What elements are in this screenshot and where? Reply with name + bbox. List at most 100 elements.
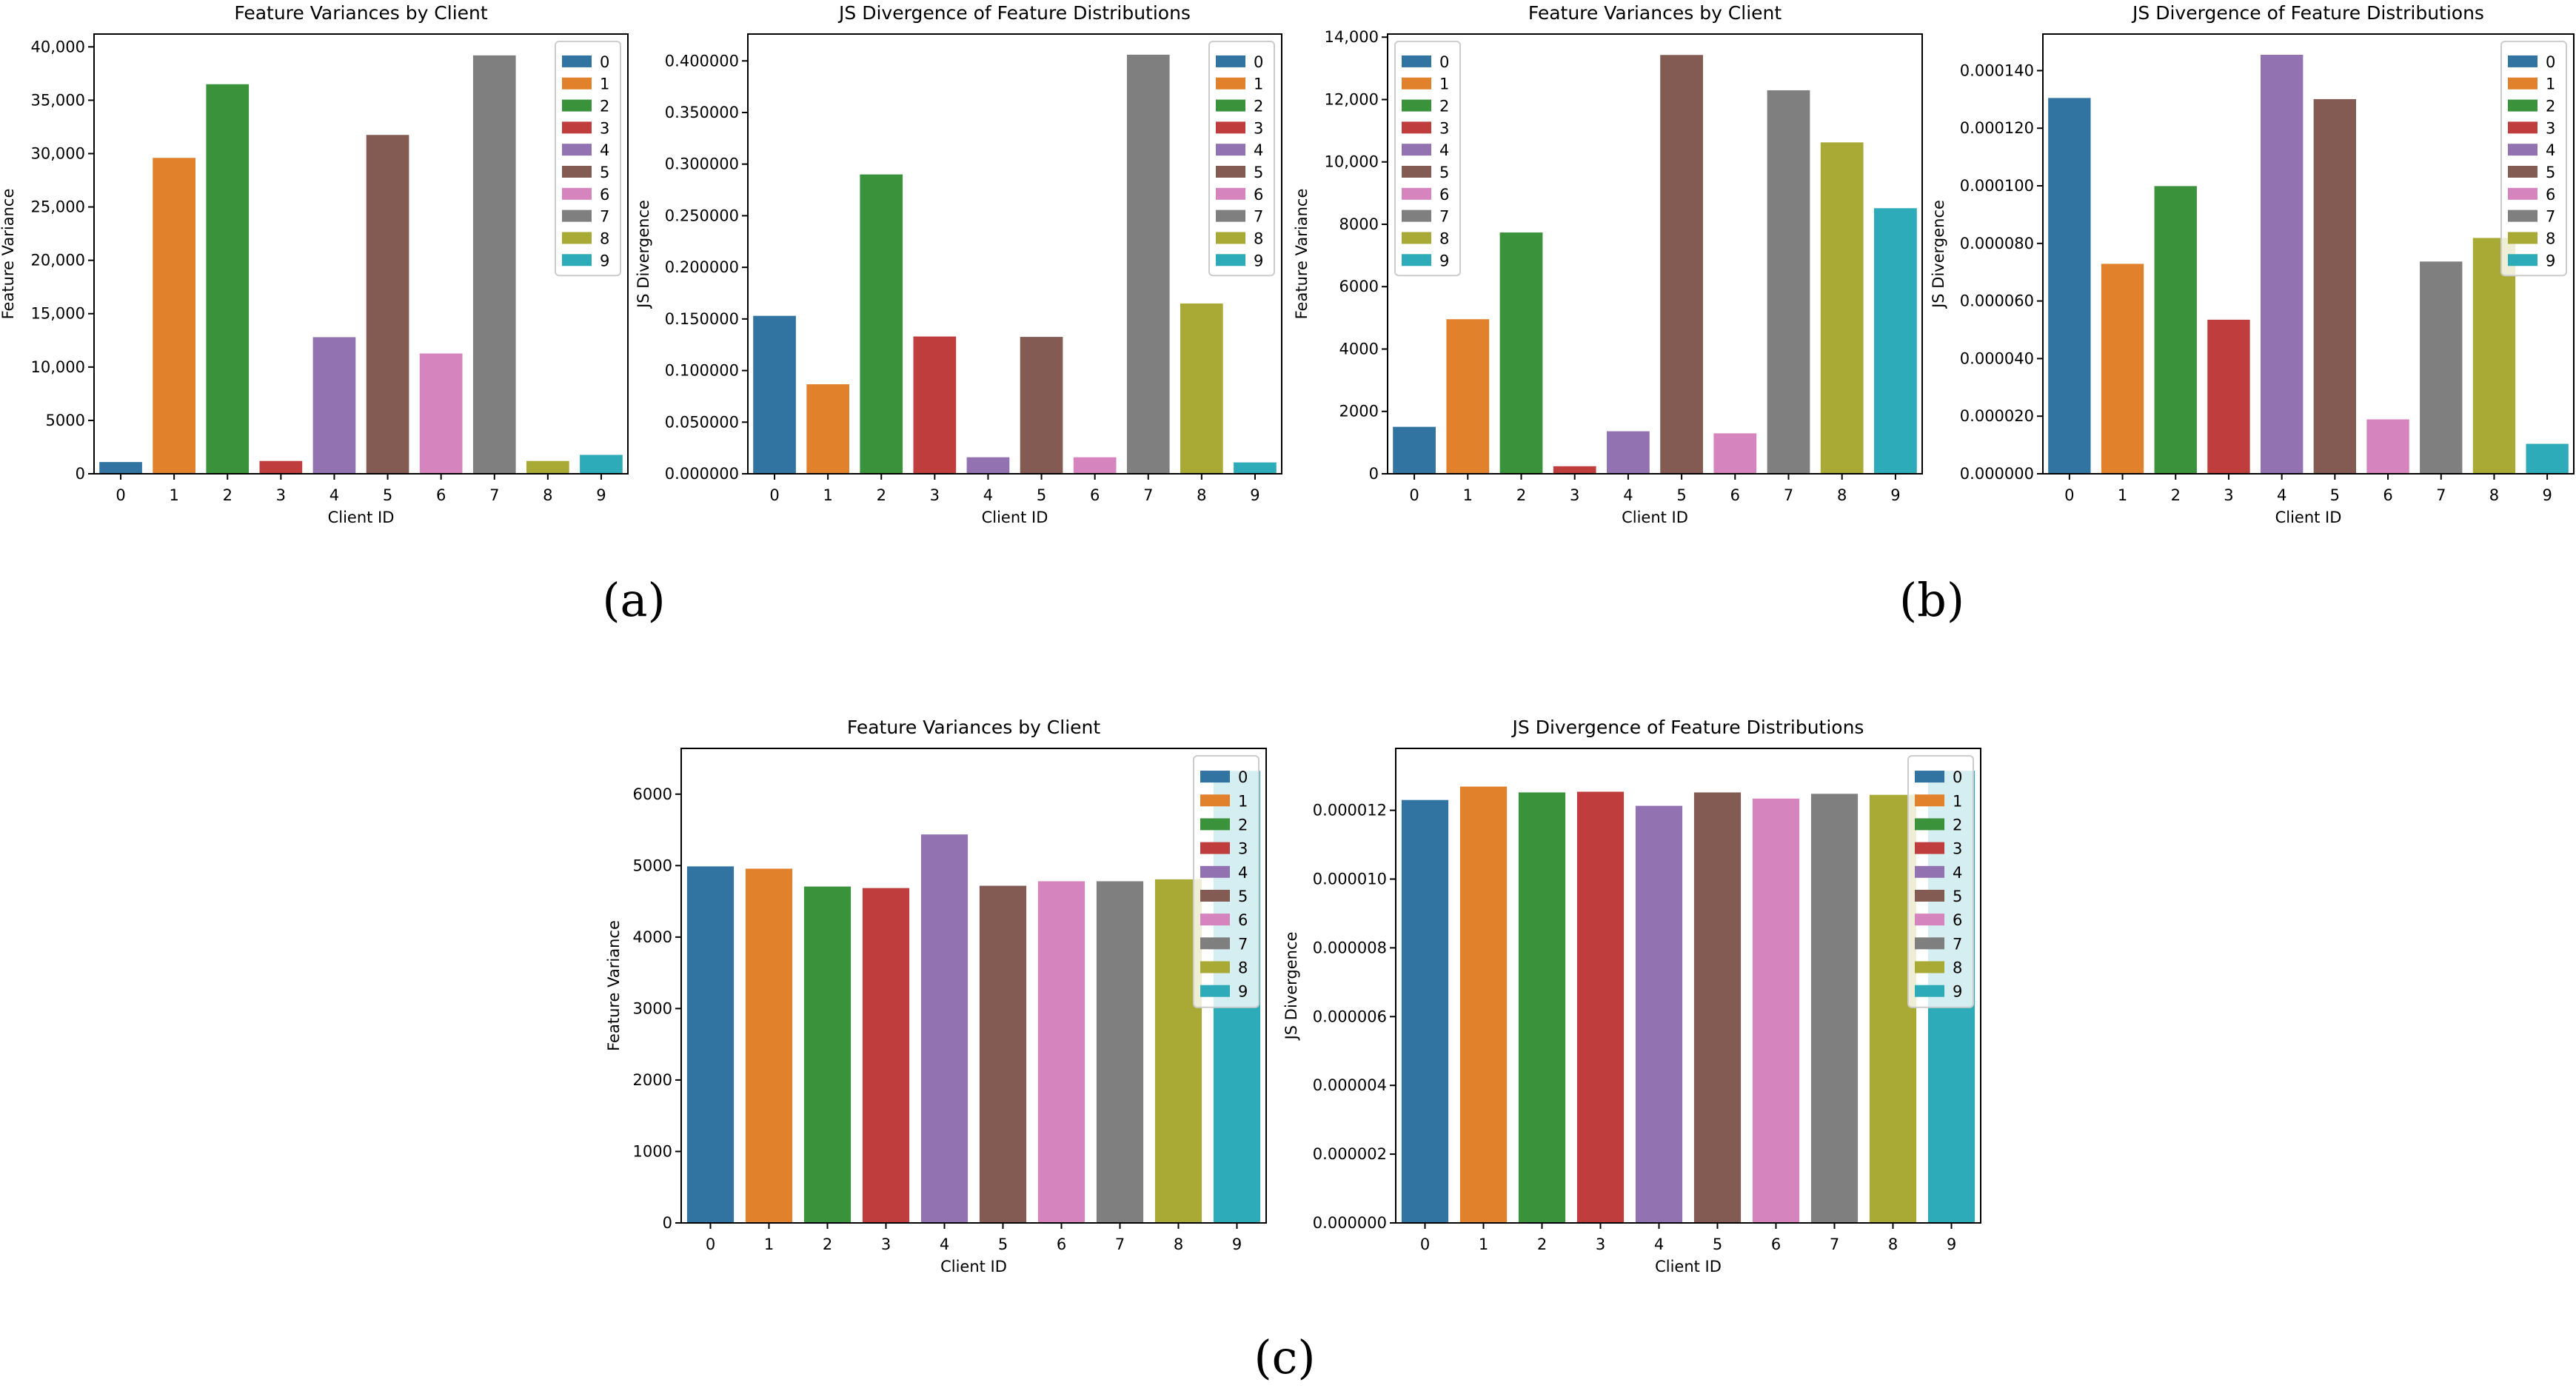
legend-swatch	[1915, 865, 1944, 878]
legend-swatch	[562, 99, 592, 112]
legend-label: 1	[1238, 792, 1248, 810]
legend-swatch	[2508, 55, 2537, 67]
legend-label: 2	[2546, 98, 2555, 115]
legend-swatch	[1915, 985, 1944, 997]
legend-label: 4	[1254, 141, 1263, 159]
bar-client-2	[860, 174, 903, 475]
y-axis-label: Feature Variance	[0, 189, 17, 320]
y-axis-label: Feature Variance	[605, 920, 623, 1051]
x-tick-label: 7	[489, 486, 499, 504]
legend: 0 1 2 3 4 5 6 7 8 9	[555, 41, 621, 277]
x-tick-label: 9	[1890, 486, 1900, 504]
charts: 0 1 2 3 4 5 6 7 8 90500010,00015,00020,00025,0003…	[0, 2, 2575, 1275]
bar-client-4	[1635, 805, 1683, 1223]
axes-frame	[1395, 748, 1981, 1224]
x-axis-label: Client ID	[1655, 1258, 1722, 1275]
chart-3: 0 1 2 3 4 5 6 7 8 9 0.000000 0.000020 0.000040 0.0000…	[1930, 2, 2575, 526]
legend-label: 3	[1439, 119, 1449, 137]
bar-client-6	[1073, 457, 1117, 474]
x-tick-label: 7	[1115, 1236, 1125, 1253]
x-tick-label: 0	[706, 1236, 715, 1253]
x-tick-label: 2	[2171, 486, 2181, 504]
legend-label: 0	[600, 53, 609, 71]
legend-label: 7	[1238, 935, 1248, 953]
y-tick-label: 4000	[633, 928, 672, 946]
x-tick-label: 5	[2330, 486, 2340, 504]
x-tick-label: 5	[1037, 486, 1046, 504]
y-tick-label: 0.000100	[1960, 177, 2034, 195]
bar-client-5	[1020, 337, 1063, 474]
x-tick-label: 9	[1250, 486, 1259, 504]
bar-client-9	[1234, 462, 1277, 474]
bar-client-4	[312, 337, 356, 474]
legend-label: 0	[2546, 53, 2555, 71]
y-tick-label: 6000	[1339, 278, 1379, 295]
chart-4: 0 1 2 3 4 5 6 7 8 9 0 1000 2000 3000 4000 5000 6000 Featu…	[605, 717, 1267, 1275]
y-tick-label: 6000	[633, 785, 672, 803]
x-tick-label: 2	[1516, 486, 1526, 504]
chart-title: JS Divergence of Feature Distributions	[1511, 717, 1864, 738]
legend: 0 1 2 3 4 5 6 7 8 9	[1394, 41, 1461, 277]
x-tick-label: 3	[2224, 486, 2233, 504]
legend-swatch	[1915, 937, 1944, 950]
x-tick-label: 1	[764, 1236, 774, 1253]
chart-title: Feature Variances by Client	[847, 717, 1101, 738]
legend-swatch	[562, 166, 592, 178]
legend-swatch	[562, 232, 592, 244]
x-tick-label: 9	[596, 486, 606, 504]
legend-label: 3	[1254, 119, 1263, 137]
legend-swatch	[2508, 209, 2537, 222]
legend-label: 5	[1254, 164, 1263, 181]
legend-label: 9	[1439, 252, 1449, 269]
legend-swatch	[1402, 144, 1431, 156]
bar-client-9	[2526, 443, 2569, 474]
y-tick-label: 0.000004	[1313, 1076, 1387, 1094]
y-tick-label: 10,000	[1325, 153, 1379, 171]
legend-label: 0	[1238, 768, 1248, 786]
legend-label: 9	[600, 252, 609, 269]
legend-label: 0	[1439, 53, 1449, 71]
legend-label: 3	[600, 119, 609, 137]
legend-swatch	[1402, 209, 1431, 222]
bar-client-5	[979, 885, 1027, 1223]
legend-label: 0	[1254, 53, 1263, 71]
x-tick-label: 7	[2436, 486, 2446, 504]
x-tick-label: 9	[2542, 486, 2552, 504]
y-tick-label: 2000	[633, 1071, 672, 1089]
bar-client-3	[913, 336, 957, 474]
chart-title: Feature Variances by Client	[234, 2, 488, 24]
legend-label: 6	[1439, 186, 1449, 204]
legend-swatch	[1915, 771, 1944, 783]
legend-label: 2	[1439, 98, 1449, 115]
legend-label: 9	[1254, 252, 1263, 269]
legend-label: 2	[1953, 816, 1962, 834]
y-tick-label: 0.100000	[665, 362, 739, 380]
chart-title: JS Divergence of Feature Distributions	[2131, 2, 2484, 24]
legend-label: 8	[1953, 959, 1962, 977]
bar-client-1	[1459, 786, 1508, 1223]
legend-swatch	[1915, 889, 1944, 902]
legend-swatch	[1216, 232, 1245, 244]
y-tick-label: 14,000	[1325, 28, 1379, 46]
legend-swatch	[1216, 254, 1245, 266]
bar-client-8	[526, 460, 569, 474]
x-tick-label: 3	[881, 1236, 891, 1253]
bar-client-1	[153, 158, 195, 474]
bar-client-6	[1713, 433, 1757, 474]
legend-swatch	[562, 77, 592, 90]
legend-swatch	[562, 187, 592, 200]
legend-swatch	[1402, 99, 1431, 112]
legend-swatch	[1915, 818, 1944, 831]
x-tick-label: 4	[1623, 486, 1633, 504]
legend-label: 2	[1238, 816, 1248, 834]
x-tick-label: 8	[1197, 486, 1206, 504]
x-tick-label: 1	[169, 486, 178, 504]
x-axis-label: Client ID	[1622, 509, 1688, 526]
legend-label: 8	[1439, 229, 1449, 247]
bar-client-4	[966, 457, 1010, 474]
legend-label: 8	[1254, 229, 1263, 247]
legend-swatch	[1402, 55, 1431, 67]
bar-client-7	[1767, 90, 1810, 474]
y-tick-label: 0.000006	[1313, 1008, 1387, 1025]
x-tick-label: 3	[930, 486, 940, 504]
